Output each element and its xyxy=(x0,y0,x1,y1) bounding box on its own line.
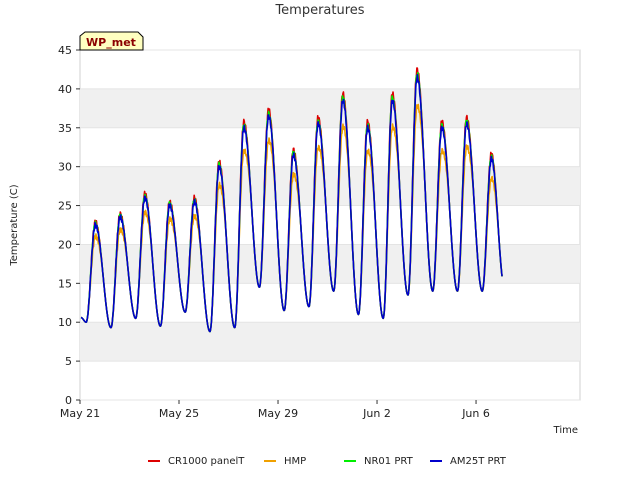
legend-label: CR1000 panelT xyxy=(168,456,245,467)
y-tick-label: 25 xyxy=(58,200,72,213)
y-tick-label: 30 xyxy=(58,161,72,174)
x-tick-label: Jun 6 xyxy=(461,407,490,420)
x-tick-label: Jun 2 xyxy=(362,407,391,420)
y-axis-ticks: 0 5 10 15 20 25 30 35 40 45 xyxy=(58,44,80,407)
x-tick-label: May 25 xyxy=(159,407,199,420)
grid-band xyxy=(80,166,580,206)
x-axis-ticks: May 21 May 25 May 29 Jun 2 Jun 6 xyxy=(60,400,490,420)
x-tick-label: May 21 xyxy=(60,407,100,420)
y-tick-label: 15 xyxy=(58,277,72,290)
grid-band xyxy=(80,88,580,128)
y-tick-label: 5 xyxy=(65,355,72,368)
y-tick-label: 45 xyxy=(58,44,72,57)
y-tick-label: 10 xyxy=(58,316,72,329)
y-tick-label: 40 xyxy=(58,83,72,96)
y-tick-label: 0 xyxy=(65,394,72,407)
grid-band xyxy=(80,322,580,362)
legend-label: HMP xyxy=(284,456,306,467)
chart-title: Temperatures xyxy=(274,3,364,18)
legend-label: NR01 PRT xyxy=(364,456,414,467)
badge-box xyxy=(79,31,144,51)
y-tick-label: 20 xyxy=(58,238,72,251)
x-axis-label: Time xyxy=(553,425,578,436)
badge: WP_met xyxy=(79,31,144,51)
y-tick-label: 35 xyxy=(58,122,72,135)
y-axis-label: Temperature (C) xyxy=(9,184,20,266)
x-tick-label: May 29 xyxy=(258,407,298,420)
series-lines xyxy=(80,67,503,333)
grid-bands xyxy=(80,49,580,401)
badge-label: WP_met xyxy=(86,36,136,49)
legend: CR1000 panelT HMP NR01 PRT AM25T PRT xyxy=(148,456,507,467)
series-line-3 xyxy=(80,73,503,333)
legend-label: AM25T PRT xyxy=(450,456,507,467)
